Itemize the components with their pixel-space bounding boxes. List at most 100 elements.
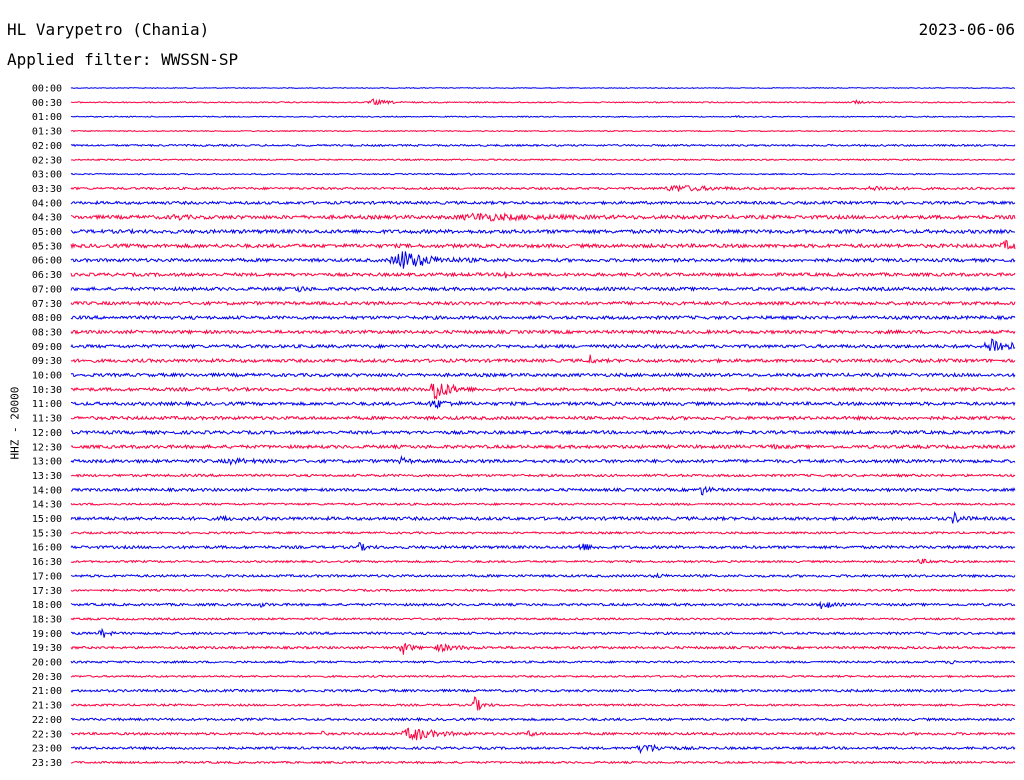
trace-line [70, 98, 1016, 106]
trace-line [70, 143, 1016, 148]
trace-line [70, 716, 1016, 722]
trace-line [70, 688, 1016, 693]
time-tick-label: 02:00 [32, 141, 62, 152]
time-tick-label: 10:30 [32, 385, 62, 396]
time-tick-label: 12:00 [32, 428, 62, 439]
time-tick-label: 13:00 [32, 457, 62, 468]
trace-line [70, 172, 1016, 176]
time-tick-label: 19:00 [32, 629, 62, 640]
time-tick-label: 06:30 [32, 270, 62, 281]
trace-line [70, 558, 1016, 565]
time-tick-label: 10:00 [32, 371, 62, 382]
time-tick-label: 15:30 [32, 528, 62, 539]
trace-line [70, 300, 1016, 307]
trace-line [70, 227, 1016, 235]
time-tick-label: 04:30 [32, 213, 62, 224]
time-tick-label: 15:00 [32, 514, 62, 525]
time-tick-label: 01:00 [32, 112, 62, 123]
time-tick-label: 09:00 [32, 342, 62, 353]
trace-line [70, 727, 1016, 741]
time-tick-label: 07:30 [32, 299, 62, 310]
time-tick-label: 20:30 [32, 672, 62, 683]
filter-label: Applied filter: WWSSN-SP [7, 50, 239, 69]
trace-line [70, 239, 1016, 250]
time-tick-label: 06:00 [32, 256, 62, 267]
trace-line [70, 354, 1016, 364]
time-tick-label: 05:30 [32, 241, 62, 252]
trace-line [70, 129, 1016, 133]
trace-line [70, 414, 1016, 422]
trace-line [70, 588, 1016, 593]
time-tick-label: 18:00 [32, 600, 62, 611]
time-tick-label: 09:30 [32, 356, 62, 367]
trace-line [70, 251, 1016, 269]
trace-line [71, 400, 1016, 410]
time-tick-label: 14:30 [32, 500, 62, 511]
time-tick-label: 00:30 [32, 98, 62, 109]
time-tick-label: 16:00 [32, 543, 62, 554]
time-tick-label: 14:00 [32, 485, 62, 496]
time-tick-label: 19:30 [32, 643, 62, 654]
date-label: 2023-06-06 [918, 20, 1015, 39]
time-tick-label: 03:00 [32, 170, 62, 181]
trace-line [70, 184, 1016, 192]
time-tick-label: 22:30 [32, 729, 62, 740]
trace-line [70, 270, 1016, 279]
time-tick-label: 13:30 [32, 471, 62, 482]
time-tick-label: 17:00 [32, 571, 62, 582]
time-tick-label: 18:30 [32, 614, 62, 625]
time-tick-label: 07:00 [32, 284, 62, 295]
trace-line [70, 212, 1016, 222]
trace-line [70, 510, 1016, 524]
trace-line [70, 115, 1016, 118]
time-tick-label: 04:00 [32, 198, 62, 209]
time-tick-label: 21:30 [32, 701, 62, 712]
trace-line [70, 158, 1016, 162]
time-tick-label: 16:30 [32, 557, 62, 568]
trace-line [70, 502, 1016, 507]
trace-line [70, 530, 1016, 535]
time-tick-label: 00:00 [32, 84, 62, 95]
time-tick-label: 17:30 [32, 586, 62, 597]
time-tick-label: 21:00 [32, 686, 62, 697]
time-tick-label: 12:30 [32, 442, 62, 453]
time-tick-label: 05:00 [32, 227, 62, 238]
station-title: HL Varypetro (Chania) [7, 20, 210, 39]
time-tick-label: 11:00 [32, 399, 62, 410]
time-tick-label: 02:30 [32, 155, 62, 166]
time-tick-label: 23:30 [32, 758, 62, 769]
trace-line [70, 443, 1016, 450]
time-tick-label: 03:30 [32, 184, 62, 195]
trace-line [70, 627, 1016, 638]
trace-line [70, 383, 1016, 400]
trace-line [70, 660, 1016, 665]
trace-line [70, 696, 1016, 711]
time-tick-label: 11:30 [32, 414, 62, 425]
time-tick-label: 20:00 [32, 658, 62, 669]
trace-line [70, 86, 1016, 90]
trace-line [70, 642, 1016, 655]
trace-line [70, 760, 1016, 765]
trace-line [70, 541, 1016, 552]
trace-line [70, 674, 1016, 679]
trace-line [70, 572, 1016, 579]
trace-line [70, 454, 1016, 466]
time-tick-label: 01:30 [32, 127, 62, 138]
trace-line [70, 371, 1016, 378]
trace-line [70, 285, 1016, 293]
time-tick-label: 22:00 [32, 715, 62, 726]
trace-line [70, 338, 1016, 352]
trace-line [71, 473, 1016, 478]
trace-line [70, 429, 1016, 436]
trace-line [70, 314, 1016, 321]
trace-line [70, 200, 1016, 206]
time-tick-label: 08:00 [32, 313, 62, 324]
trace-line [70, 485, 1016, 496]
trace-line [70, 600, 1016, 610]
trace-line [70, 328, 1016, 335]
time-tick-label: 23:00 [32, 744, 62, 755]
time-tick-label: 08:30 [32, 327, 62, 338]
trace-line [70, 743, 1016, 755]
trace-line [70, 616, 1016, 621]
